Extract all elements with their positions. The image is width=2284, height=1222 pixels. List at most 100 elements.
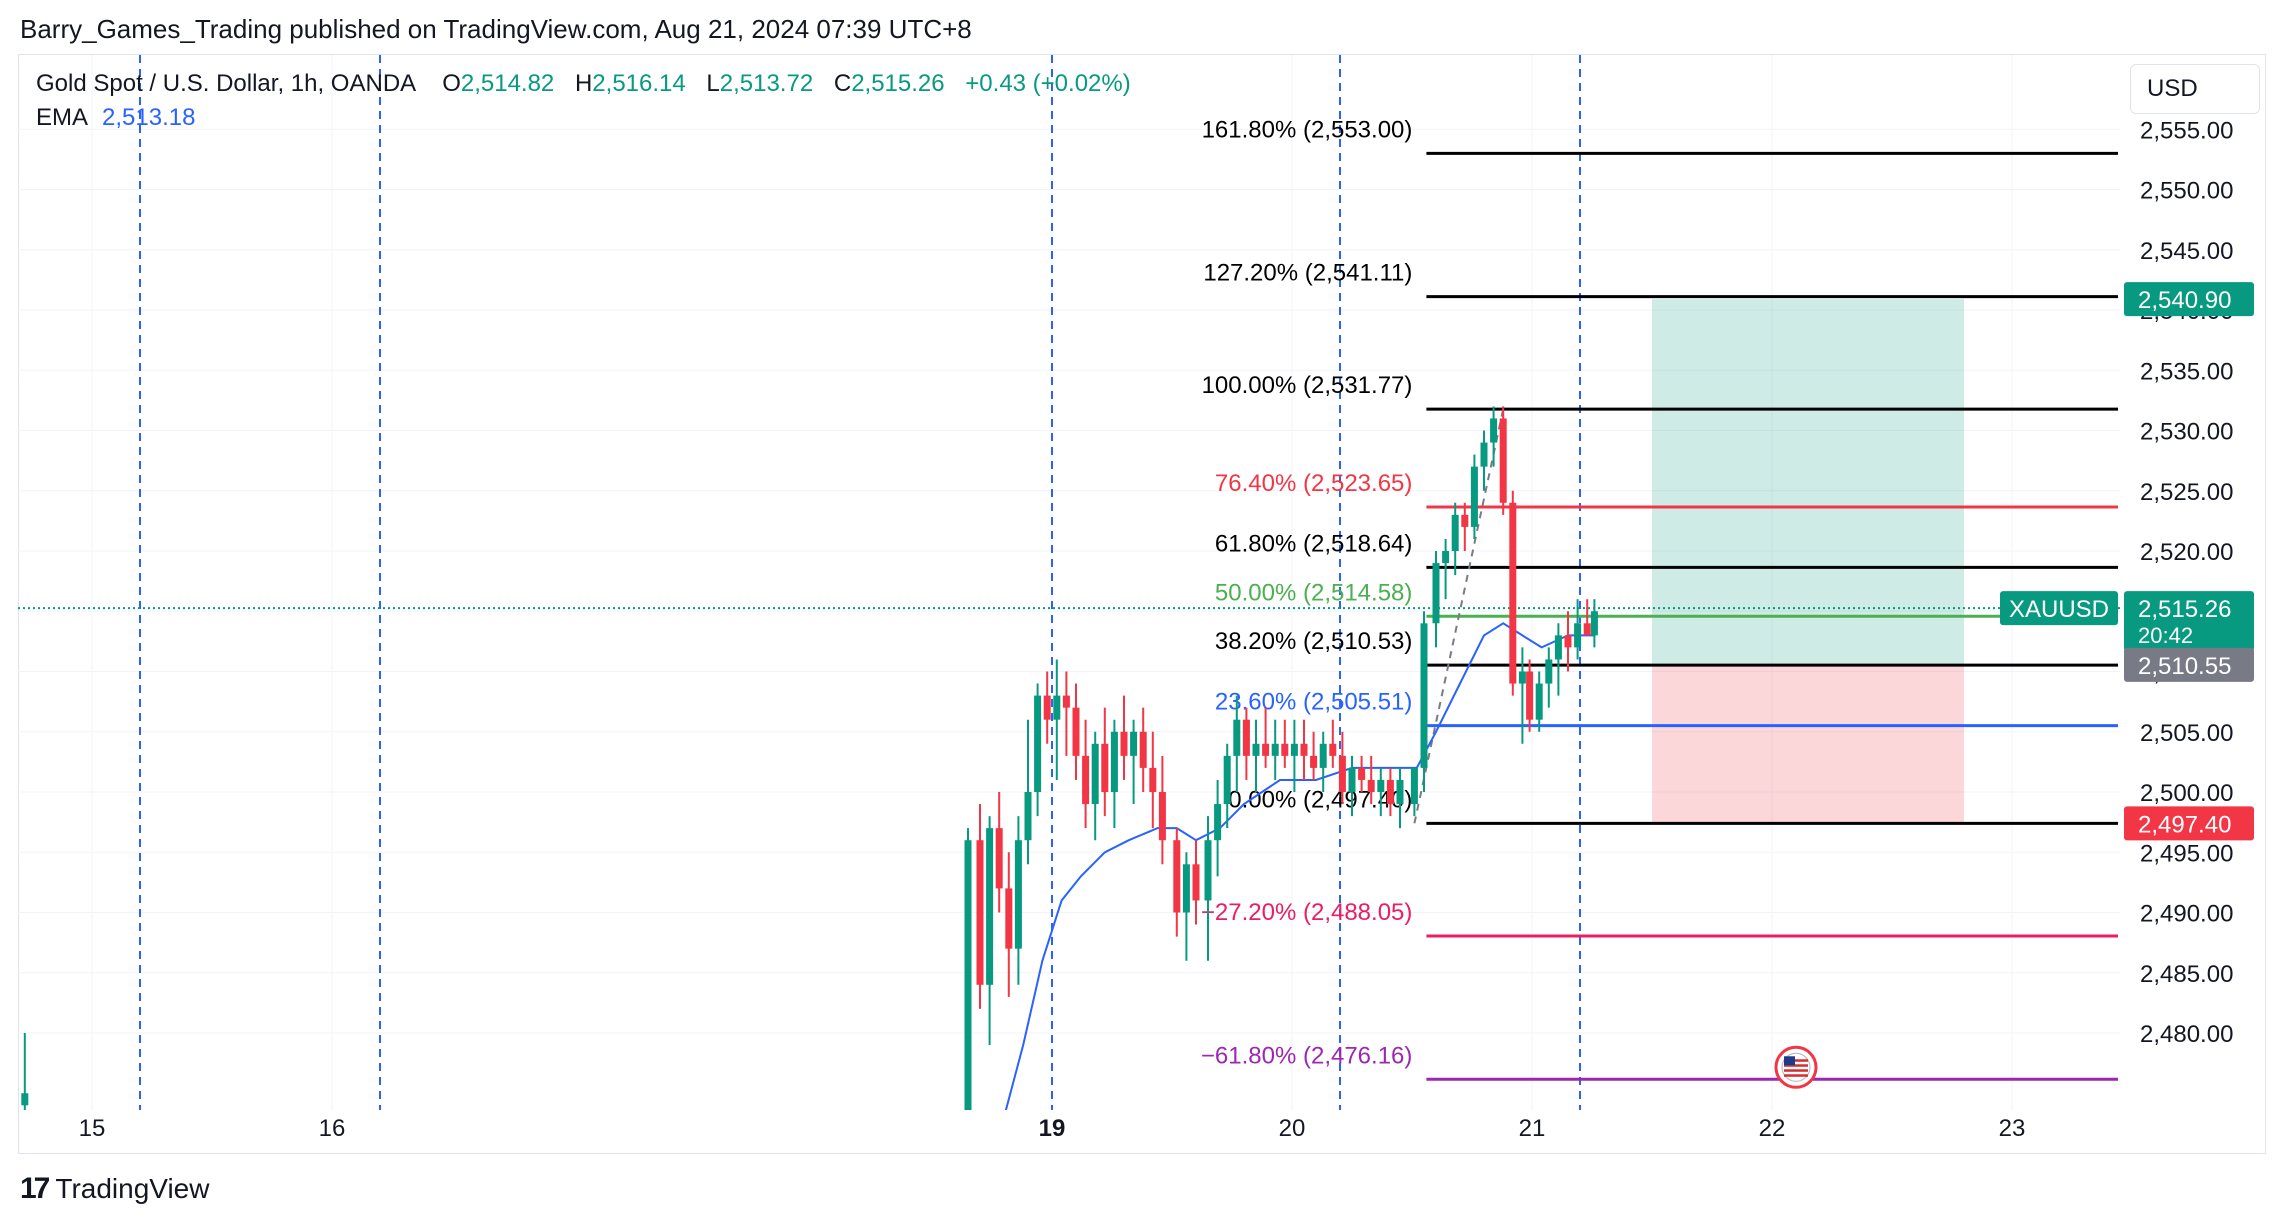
candle-body	[1410, 767, 1418, 805]
candle	[1214, 779, 1222, 877]
candle-body	[1518, 671, 1526, 684]
candle-body	[1545, 659, 1553, 684]
tradingview-logo[interactable]: 17 TradingView	[20, 1172, 209, 1206]
y-axis-tick-label: 2,485.00	[2140, 961, 2233, 988]
candle	[1110, 719, 1118, 829]
candle	[1358, 755, 1366, 792]
axis-price-tag: 2,497.40	[2124, 806, 2254, 841]
axis-price-tag-text: 2,497.40	[2138, 811, 2231, 838]
x-axis-tick-label: 22	[1759, 1115, 1786, 1142]
candle-body	[964, 840, 972, 1110]
candle-body	[1182, 864, 1190, 913]
candle-body	[1396, 779, 1404, 805]
candle-body	[1564, 635, 1572, 648]
candle-body	[986, 828, 994, 985]
candle	[1043, 671, 1051, 744]
candle-body	[1329, 743, 1337, 756]
fib-level-label: −61.80% (2,476.16)	[1201, 1042, 1413, 1069]
candle-body	[1072, 707, 1080, 756]
ema-legend[interactable]: EMA 2,513.18	[36, 104, 195, 132]
open-label: O	[442, 70, 461, 97]
candle-body	[995, 828, 1003, 889]
candle	[21, 1033, 29, 1110]
candle-body	[1043, 695, 1051, 720]
candle-body	[1110, 731, 1118, 792]
candle-body	[1420, 623, 1428, 768]
fib-level-label: 100.00% (2,531.77)	[1202, 372, 1413, 399]
symbol-title[interactable]: Gold Spot / U.S. Dollar, 1h, OANDA	[36, 70, 415, 97]
flag-stripe	[1784, 1069, 1808, 1072]
candle	[1223, 743, 1231, 829]
candle-body	[1535, 683, 1543, 720]
candle	[1509, 490, 1517, 696]
candle	[1338, 731, 1346, 805]
candle	[1082, 719, 1090, 829]
candle-body	[1252, 743, 1260, 756]
axis-price-tag-bg	[2124, 282, 2254, 317]
flag-canton	[1784, 1056, 1795, 1066]
candle-body	[1451, 514, 1459, 551]
candle-body	[1554, 635, 1562, 660]
candle	[1583, 599, 1591, 636]
fib-level-label: −27.20% (2,488.05)	[1201, 899, 1413, 926]
candle	[1130, 719, 1138, 805]
candle-body	[1223, 755, 1231, 805]
candle	[1139, 707, 1147, 792]
fib-level-label: 38.20% (2,510.53)	[1215, 628, 1412, 655]
symbol-tag-text: XAUUSD	[2009, 596, 2109, 623]
candle-body	[1386, 779, 1394, 805]
candle	[1024, 719, 1032, 865]
change-value: +0.43 (+0.02%)	[965, 70, 1131, 97]
high-label: H	[574, 70, 593, 97]
candle-body	[1233, 719, 1241, 756]
candle-body	[1470, 466, 1478, 527]
low-value: 2,513.72	[719, 70, 814, 97]
candle-body	[1461, 514, 1469, 527]
y-axis-tick-label: 2,495.00	[2140, 840, 2233, 867]
ema-label: EMA	[36, 104, 89, 131]
close-label: C	[833, 70, 852, 97]
candle-body	[1082, 755, 1090, 805]
candle-body	[1509, 502, 1517, 684]
candle-body	[1442, 551, 1450, 564]
fib-level-label: 76.40% (2,523.65)	[1215, 470, 1412, 497]
candle	[1470, 454, 1478, 539]
fib-level-label: 161.80% (2,553.00)	[1202, 116, 1413, 143]
flag-stripe	[2240, 1064, 2264, 1067]
flag-stripe	[1784, 1074, 1808, 1077]
currency-button[interactable]: USD	[2130, 64, 2260, 114]
fib-trend-line	[1413, 408, 1505, 824]
candle	[1300, 719, 1308, 780]
fib-level-label: 50.00% (2,514.58)	[1215, 579, 1412, 606]
chart-frame	[18, 54, 2266, 1154]
candle	[1101, 707, 1109, 817]
y-axis-tick-label: 2,555.00	[2140, 117, 2233, 144]
y-axis-tick-label: 2,530.00	[2140, 419, 2233, 446]
candle-body	[1242, 719, 1250, 756]
axis-price-tag: 2,510.55	[2124, 647, 2254, 682]
candle	[1518, 647, 1526, 744]
axis-price-tag-countdown: 20:42	[2138, 623, 2193, 648]
candle-body	[1005, 888, 1013, 949]
x-axis-tick-label: 16	[319, 1115, 346, 1142]
candle	[1451, 502, 1459, 576]
flag-stripe	[2240, 1059, 2264, 1062]
x-axis-tick-label: 19	[1039, 1115, 1066, 1142]
x-axis-tick-label: 23	[1999, 1115, 2026, 1142]
candle-body	[1281, 743, 1289, 756]
candle	[995, 792, 1003, 913]
open-value: 2,514.82	[460, 70, 555, 97]
candle	[1262, 707, 1270, 768]
low-label: L	[706, 70, 720, 97]
position-stop-zone	[1652, 664, 1964, 824]
us-flag-event-icon	[2232, 1047, 2272, 1087]
candle	[1442, 538, 1450, 600]
candle	[1319, 731, 1327, 792]
high-value: 2,516.14	[592, 70, 686, 97]
y-axis-tick-label: 2,490.00	[2140, 901, 2233, 928]
event-inner	[2238, 1053, 2266, 1081]
candle	[1014, 816, 1022, 985]
fib-level-label: 23.60% (2,505.51)	[1215, 689, 1412, 716]
